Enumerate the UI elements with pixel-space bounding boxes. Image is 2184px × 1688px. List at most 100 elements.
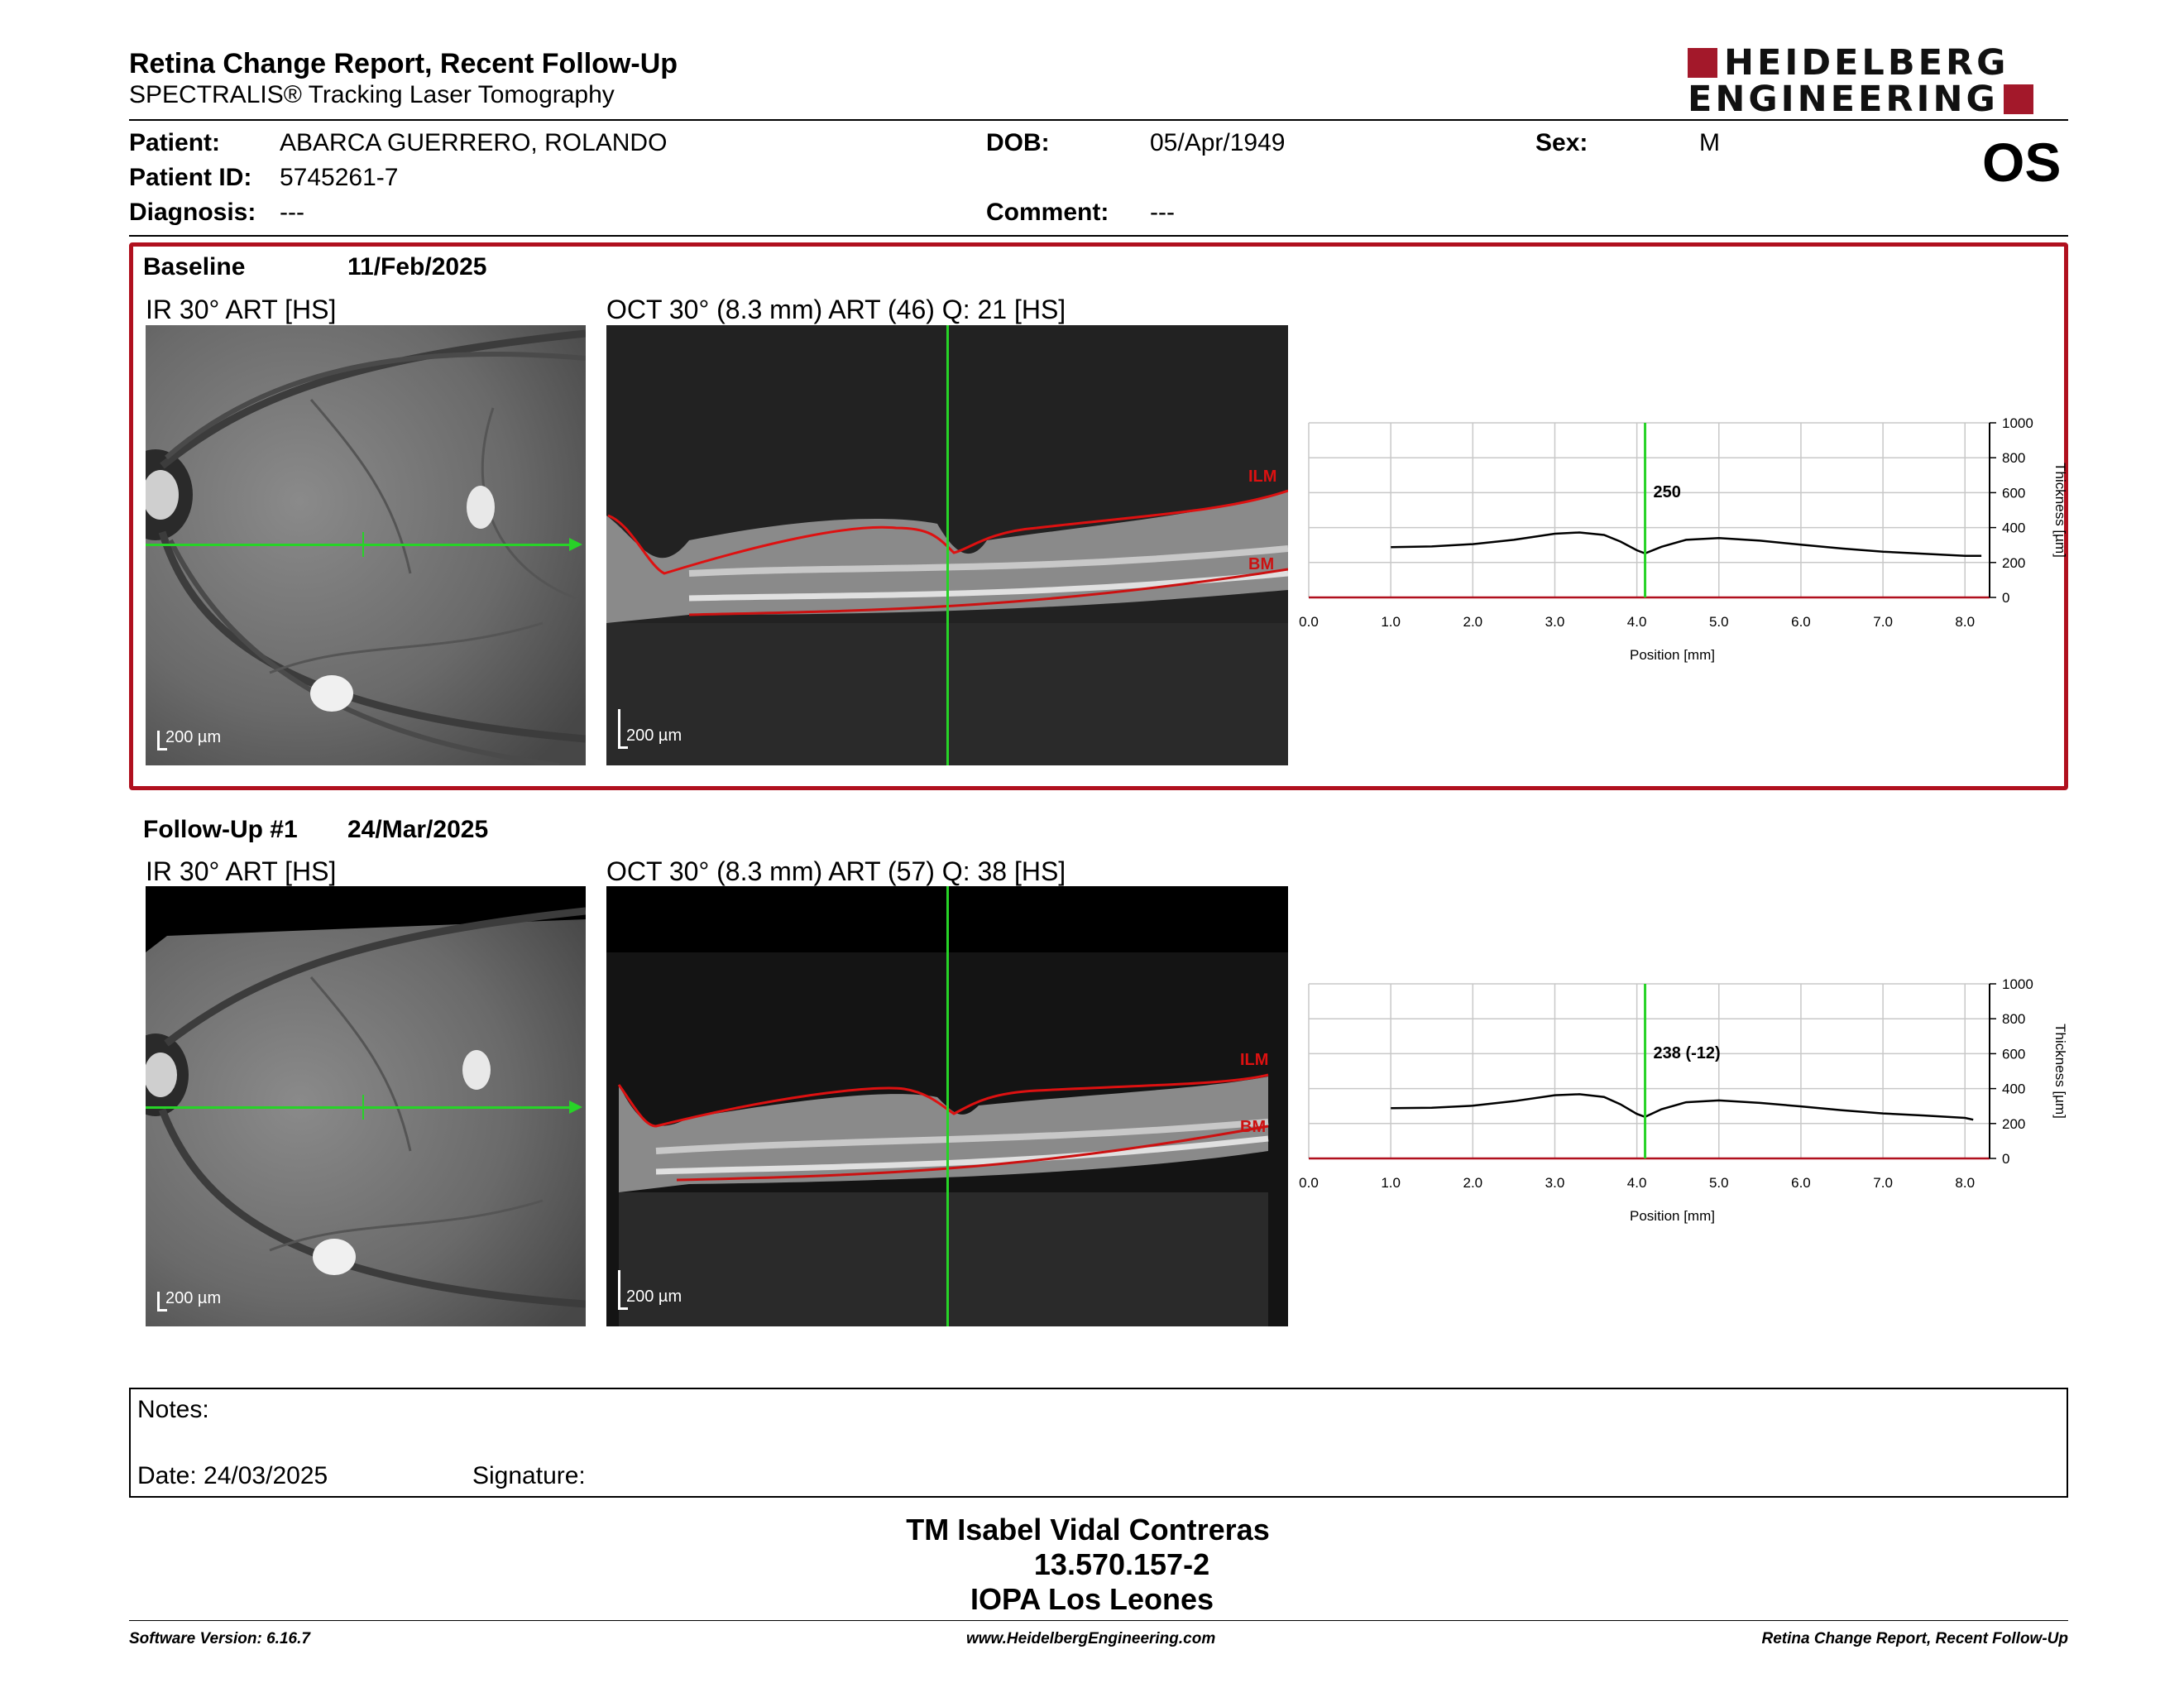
logo-square-left bbox=[1688, 48, 1717, 78]
notes-label: Notes: bbox=[137, 1396, 209, 1423]
followup-chart-xtick-1: 1.0 bbox=[1381, 1175, 1401, 1191]
baseline-fovea-crosshair-icon bbox=[362, 532, 364, 557]
followup-oct-image: ILM BM 200 µm bbox=[606, 886, 1288, 1326]
followup-fovea-crosshair-icon bbox=[362, 1095, 364, 1120]
header-divider bbox=[129, 119, 2068, 121]
followup-chart-xtick-7: 7.0 bbox=[1873, 1175, 1893, 1191]
notes-box: Notes: Date: 24/03/2025 Signature: bbox=[129, 1388, 2068, 1498]
scan-direction-arrow-icon bbox=[569, 538, 582, 551]
followup-chart-xtick-5: 5.0 bbox=[1709, 1175, 1729, 1191]
baseline-oct-title: OCT 30° (8.3 mm) ART (46) Q: 21 [HS] bbox=[606, 295, 1066, 324]
baseline-bm-label: BM bbox=[1248, 555, 1275, 573]
baseline-chart-ytick-4: 800 bbox=[2002, 450, 2025, 466]
baseline-oct-scale-label: 200 µm bbox=[626, 727, 682, 745]
followup-chart-ytick-0: 0 bbox=[2002, 1151, 2009, 1167]
baseline-chart-xtick-4: 4.0 bbox=[1627, 614, 1647, 630]
followup-chart-xtick-2: 2.0 bbox=[1463, 1175, 1482, 1191]
baseline-frame bbox=[129, 242, 2068, 790]
notes-signature-label: Signature: bbox=[472, 1462, 586, 1489]
signer-name-text: TM Isabel Vidal Contreras bbox=[906, 1513, 1270, 1547]
followup-chart-xtick-3: 3.0 bbox=[1545, 1175, 1565, 1191]
followup-chart-ytick-3: 600 bbox=[2002, 1046, 2025, 1062]
baseline-ir-image: 200 µm bbox=[146, 325, 586, 765]
baseline-oct-scalebar-foot bbox=[618, 746, 628, 749]
diagnosis-value: --- bbox=[280, 199, 304, 226]
followup-ilm-label: ILM bbox=[1240, 1051, 1269, 1069]
baseline-chart-xtick-8: 8.0 bbox=[1955, 614, 1975, 630]
baseline-scan-line bbox=[146, 544, 576, 546]
patient-id-label: Patient ID: bbox=[129, 164, 252, 191]
patient-divider bbox=[129, 235, 2068, 237]
followup-chart-ytick-2: 400 bbox=[2002, 1081, 2025, 1097]
baseline-oct-image: ILM BM 200 µm bbox=[606, 325, 1288, 765]
baseline-label: Baseline bbox=[143, 253, 246, 281]
report-subtitle: SPECTRALIS® Tracking Laser Tomography bbox=[129, 81, 615, 108]
eye-indicator: OS bbox=[1982, 132, 2062, 193]
followup-fundus-graphic bbox=[146, 907, 586, 1326]
sex-label: Sex: bbox=[1535, 129, 1588, 156]
baseline-chart-xtick-0: 0.0 bbox=[1299, 614, 1319, 630]
baseline-chart-xtick-3: 3.0 bbox=[1545, 614, 1565, 630]
followup-oct-position-marker bbox=[946, 886, 949, 1326]
followup-thickness-chart: 0.0 1.0 2.0 3.0 4.0 5.0 6.0 7.0 8.0 0 200 400 600 800… bbox=[1299, 976, 2068, 1224]
followup-chart-xtick-8: 8.0 bbox=[1955, 1175, 1975, 1191]
followup-chart-xtick-4: 4.0 bbox=[1627, 1175, 1647, 1191]
followup-chart-xtick-0: 0.0 bbox=[1299, 1175, 1319, 1191]
baseline-chart-ytick-0: 0 bbox=[2002, 590, 2009, 606]
followup-scan-line bbox=[146, 1106, 576, 1109]
followup-oct-scale-label: 200 µm bbox=[626, 1288, 682, 1306]
patient-name: ABARCA GUERRERO, ROLANDO bbox=[280, 129, 668, 156]
followup-chart-ytick-5: 1000 bbox=[2002, 976, 2033, 992]
followup-chart-marker-value: 238 (-12) bbox=[1654, 1044, 1721, 1062]
baseline-chart-xtick-5: 5.0 bbox=[1709, 614, 1729, 630]
baseline-ilm-label: ILM bbox=[1248, 468, 1277, 486]
followup-date: 24/Mar/2025 bbox=[347, 816, 489, 843]
dob-value: 05/Apr/1949 bbox=[1150, 129, 1286, 156]
footer-report-name: Retina Change Report, Recent Follow-Up bbox=[1761, 1630, 2068, 1647]
followup-bm-label: BM bbox=[1240, 1118, 1267, 1136]
baseline-ir-title: IR 30° ART [HS] bbox=[146, 295, 337, 324]
sex-value: M bbox=[1699, 129, 1720, 156]
patient-id: 5745261-7 bbox=[280, 164, 399, 191]
signer-id: 13.570.157-2 bbox=[1033, 1547, 1210, 1581]
website-link[interactable]: www.HeidelbergEngineering.com bbox=[966, 1630, 1216, 1647]
baseline-chart-xtick-6: 6.0 bbox=[1791, 614, 1811, 630]
followup-chart-ytick-1: 200 bbox=[2002, 1116, 2025, 1132]
report-title: Retina Change Report, Recent Follow-Up bbox=[129, 48, 678, 79]
baseline-chart-xtick-7: 7.0 bbox=[1873, 614, 1893, 630]
baseline-chart-ytick-1: 200 bbox=[2002, 555, 2025, 571]
followup-label: Follow-Up #1 bbox=[143, 816, 298, 843]
baseline-chart-thickness-line bbox=[1391, 531, 1982, 558]
followup-chart-xtick-6: 6.0 bbox=[1791, 1175, 1811, 1191]
baseline-chart-ytick-5: 1000 bbox=[2002, 415, 2033, 431]
followup-ir-image: 200 µm bbox=[146, 886, 586, 1326]
followup-ir-scalebar-foot bbox=[157, 1309, 167, 1312]
baseline-oct-position-marker bbox=[946, 325, 949, 765]
comment-label: Comment: bbox=[986, 199, 1109, 226]
baseline-chart-xlabel: Position [mm] bbox=[1630, 647, 1715, 663]
comment-value: --- bbox=[1150, 199, 1175, 226]
followup-chart-thickness-line bbox=[1391, 1093, 1974, 1121]
baseline-chart-xtick-1: 1.0 bbox=[1381, 614, 1401, 630]
diagnosis-label: Diagnosis: bbox=[129, 199, 256, 226]
software-version: Software Version: 6.16.7 bbox=[129, 1630, 310, 1647]
footer-divider bbox=[129, 1620, 2068, 1621]
baseline-ir-scalebar-icon bbox=[157, 731, 160, 750]
followup-ir-scale-label: 200 µm bbox=[165, 1289, 222, 1307]
baseline-thickness-chart: 0.0 1.0 2.0 3.0 4.0 5.0 6.0 7.0 8.0 0 200 400 600 800… bbox=[1299, 415, 2068, 663]
baseline-chart-xtick-2: 2.0 bbox=[1463, 614, 1482, 630]
baseline-date: 11/Feb/2025 bbox=[347, 253, 487, 281]
followup-scan-direction-arrow-icon bbox=[569, 1101, 582, 1114]
followup-ir-title: IR 30° ART [HS] bbox=[146, 856, 337, 886]
baseline-oct-scalebar-icon bbox=[618, 709, 620, 749]
followup-oct-scalebar-icon bbox=[618, 1270, 620, 1310]
dob-label: DOB: bbox=[986, 129, 1050, 156]
followup-chart-ylabel: Thickness [µm] bbox=[2052, 1024, 2068, 1119]
followup-oct-title: OCT 30° (8.3 mm) ART (57) Q: 38 [HS] bbox=[606, 856, 1066, 886]
logo-square-right bbox=[2003, 84, 2033, 114]
logo-line2: ENGINEERING bbox=[1688, 79, 1999, 120]
followup-ir-scalebar-icon bbox=[157, 1292, 160, 1312]
patient-name-label: Patient: bbox=[129, 129, 221, 156]
baseline-chart-ylabel: Thickness [µm] bbox=[2052, 463, 2068, 558]
logo-line1: HEIDELBERG bbox=[1724, 42, 2009, 84]
